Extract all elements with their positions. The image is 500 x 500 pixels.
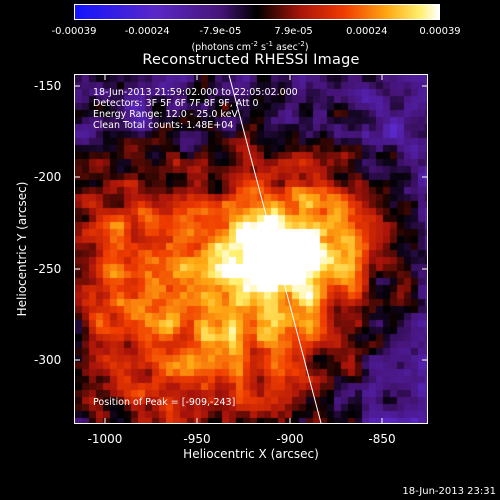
annotation-detectors: Detectors: 3F 5F 6F 7F 8F 9F, Att 0 [93,98,259,109]
x-tick-label: -900 [276,432,304,446]
y-tick-label: -300 [34,353,62,367]
y-tick-label: -250 [34,262,62,276]
y-tick-label: -150 [34,79,62,93]
y-axis-label: Heliocentric Y (arcsec) [15,181,29,317]
colorbar-tick-label: -0.00039 [51,26,97,37]
annotation-energy-range: Energy Range: 12.0 - 25.0 keV [93,109,238,120]
y-tick-label: -200 [34,170,62,184]
colorbar-units: (photons cm-2 s-1 asec-2) [191,40,309,54]
colorbar-tick-label: 0.00039 [419,26,461,37]
rhessi-image-plot[interactable]: 18-Jun-2013 21:59:02.000 to 22:05:02.000… [74,74,428,424]
annotation-clean-counts: Clean Total counts: 1.48E+04 [93,120,234,131]
colorbar-tick-label: 7.9e-05 [274,26,313,37]
colorbar [74,4,440,20]
x-tick-label: -1000 [87,432,123,446]
colorbar-tick-label: 0.00024 [346,26,388,37]
annotation-time-range: 18-Jun-2013 21:59:02.000 to 22:05:02.000 [93,87,298,98]
x-tick-label: -850 [368,432,396,446]
peak-position-label: Position of Peak = [-909,-243] [93,397,236,408]
x-axis-label: Heliocentric X (arcsec) [183,447,319,461]
colorbar-tick-label: -7.9e-05 [199,26,242,37]
plot-title: Reconstructed RHESSI Image [142,52,360,68]
colorbar-tick-label: -0.00024 [124,26,170,37]
rhessi-image [75,75,427,423]
limb-line [228,75,322,423]
solar-limb-line [228,75,322,423]
footer-timestamp: 18-Jun-2013 23:31 [402,486,496,497]
x-tick-label: -950 [183,432,211,446]
